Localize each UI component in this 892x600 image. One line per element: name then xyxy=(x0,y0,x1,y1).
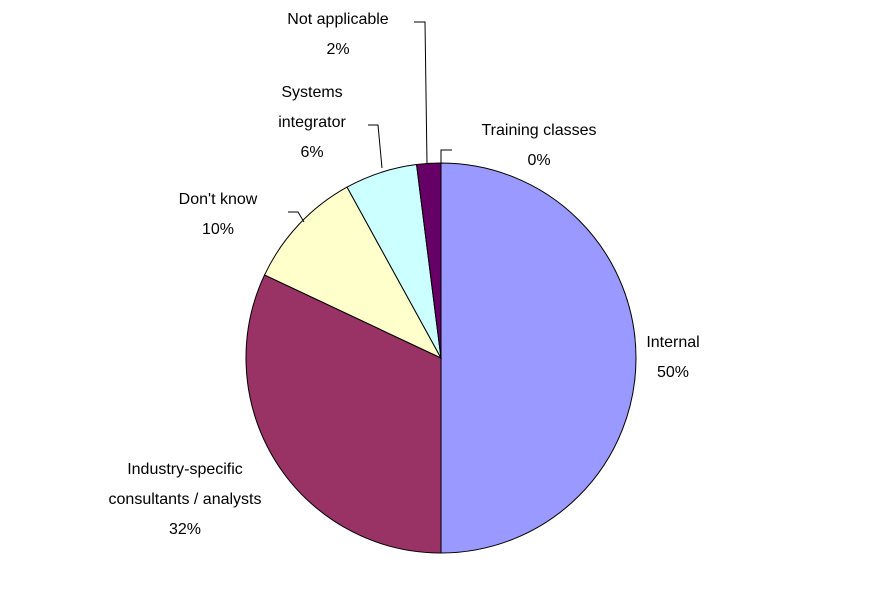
value-label: 50% xyxy=(656,364,690,381)
category-label: Systems integrator xyxy=(278,84,346,131)
slice-label: Don't know 10% xyxy=(148,185,288,245)
value-label: 10% xyxy=(201,221,235,238)
leader-line xyxy=(440,149,452,164)
slice-label: Not applicable 2% xyxy=(238,5,438,65)
pie-slice xyxy=(263,186,443,360)
category-label: Industry-specific consultants / analysts xyxy=(108,461,262,508)
leader-line xyxy=(414,21,428,165)
leader-line xyxy=(288,211,305,223)
category-label: Don't know xyxy=(178,191,258,208)
pie-slice xyxy=(440,162,637,554)
value-label: 0% xyxy=(527,152,551,169)
leader-lines xyxy=(288,21,452,223)
category-label: Not applicable xyxy=(287,11,389,28)
slice-label: Internal 50% xyxy=(628,328,718,388)
leader-line xyxy=(368,124,383,169)
value-label: 2% xyxy=(326,41,350,58)
slice-label: Systems integrator 6% xyxy=(257,78,367,168)
pie-slice xyxy=(245,274,442,554)
category-label: Internal xyxy=(646,334,700,351)
value-label: 6% xyxy=(300,144,324,161)
category-label: Training classes xyxy=(481,122,597,139)
slice-label: Training classes 0% xyxy=(444,116,634,176)
slice-label: Industry-specific consultants / analysts… xyxy=(100,455,270,545)
value-label: 32% xyxy=(168,521,202,538)
